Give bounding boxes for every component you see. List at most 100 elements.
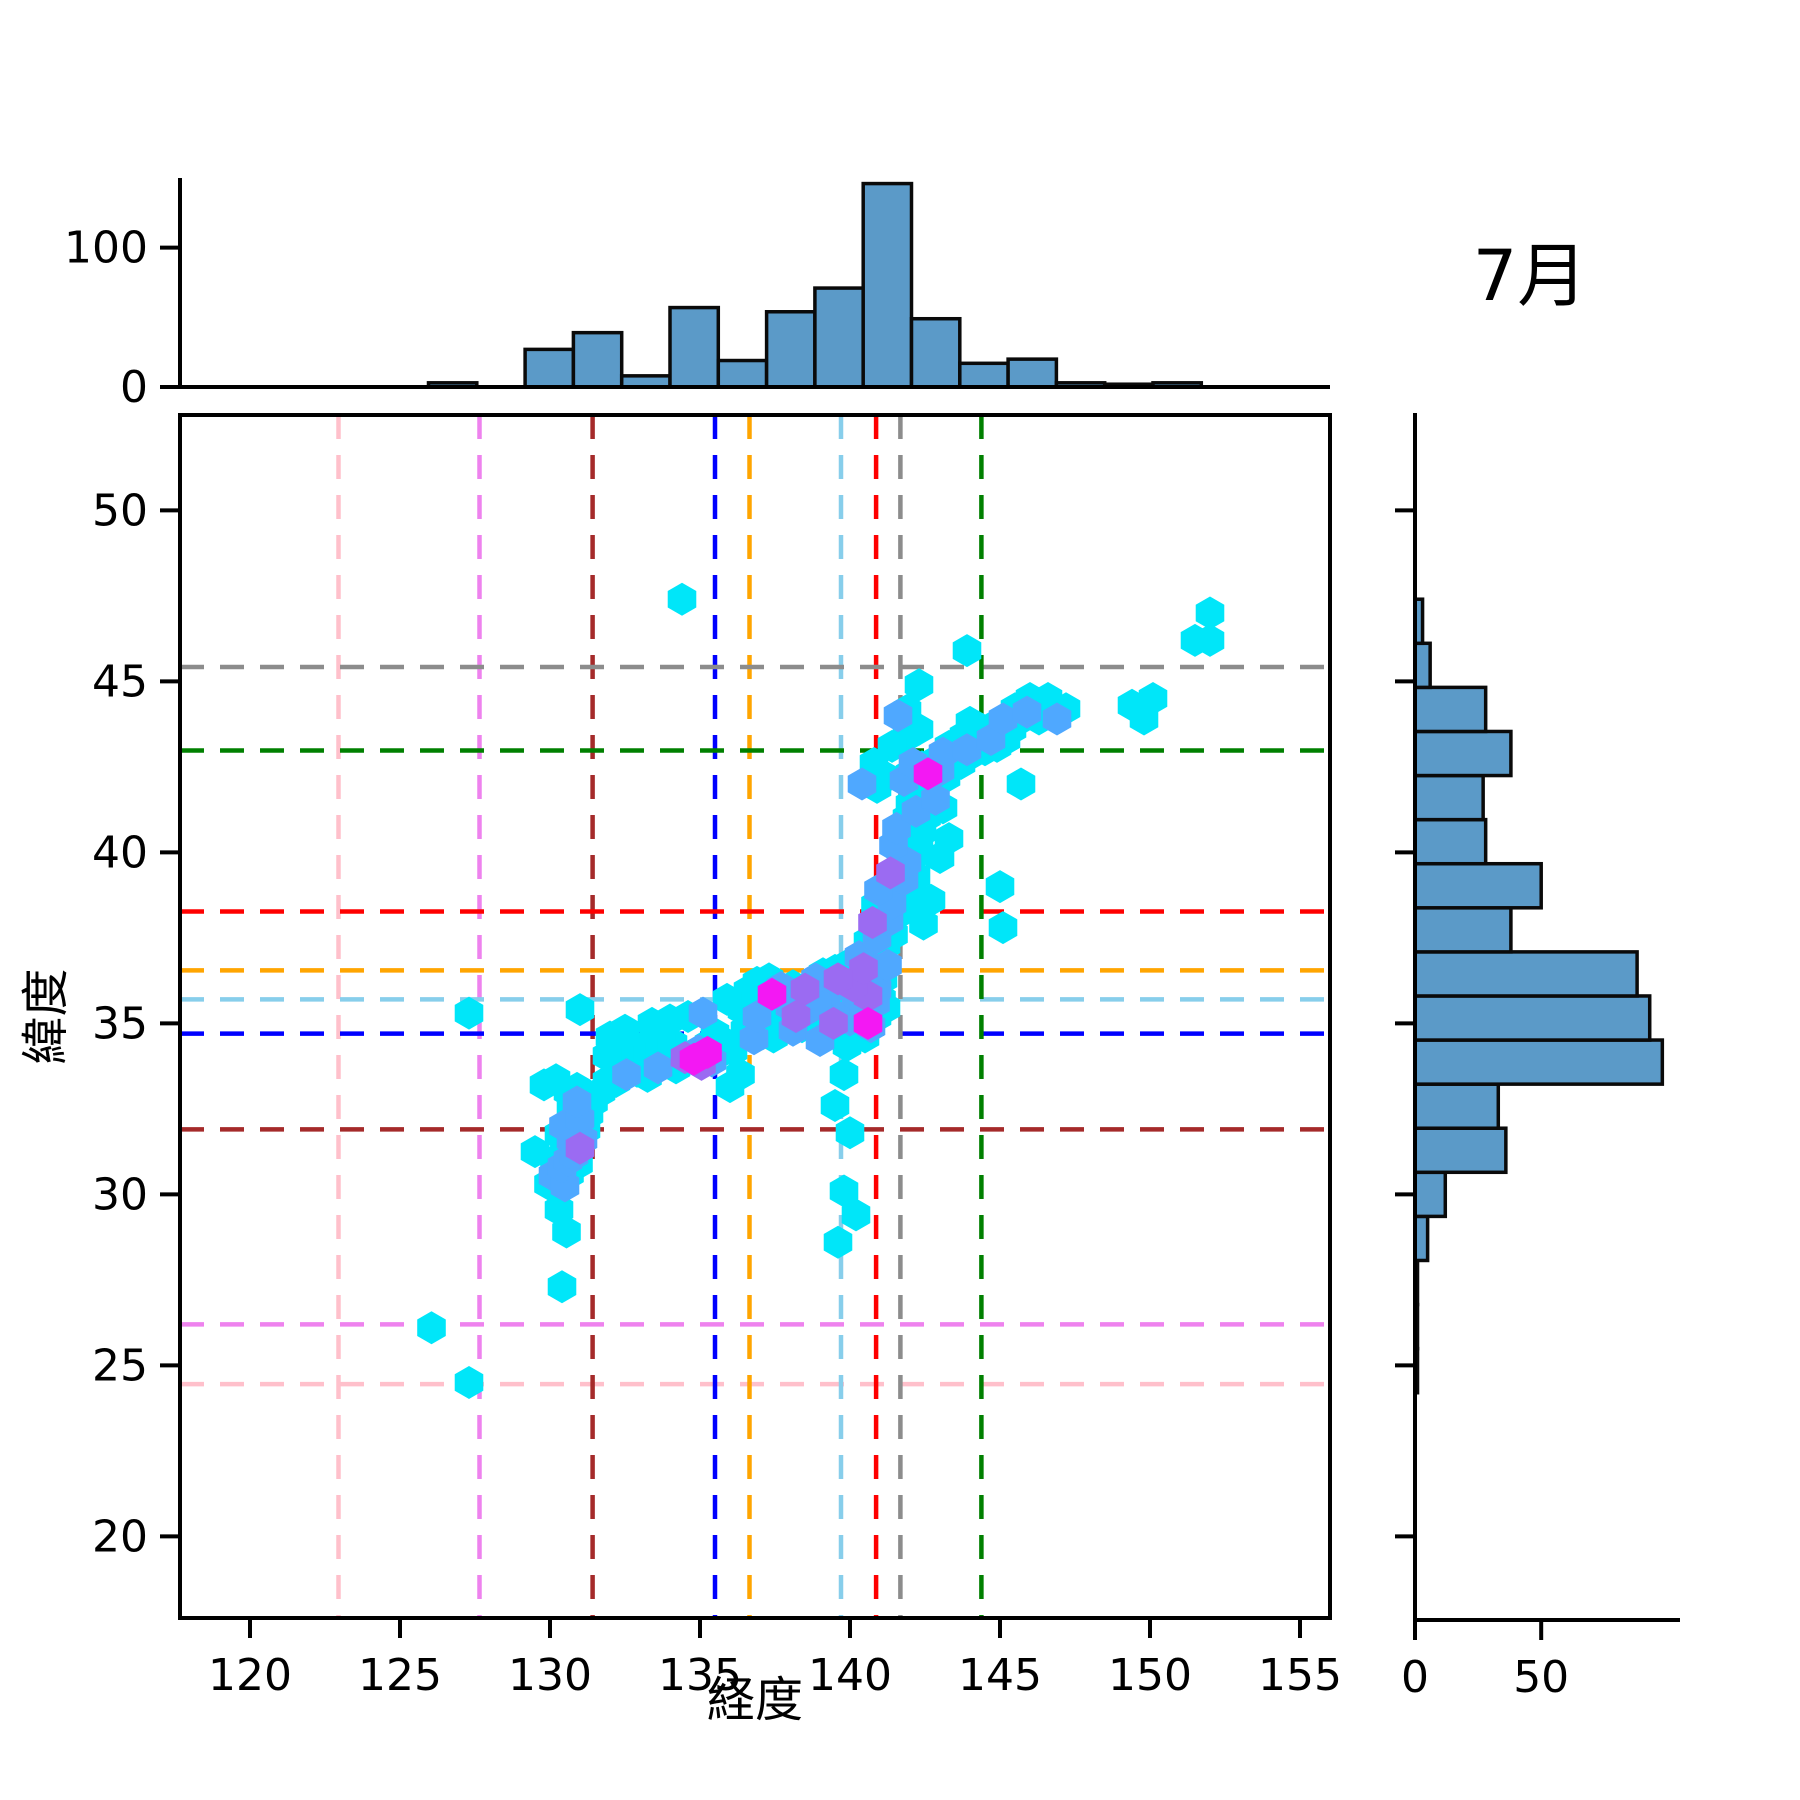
- y-tick-label: 30: [92, 1169, 148, 1220]
- data-point-hexagon: [565, 993, 595, 1027]
- right-histogram-bar: [1413, 641, 1432, 690]
- y-axis-label: 緯度: [18, 968, 74, 1064]
- data-point-hexagon: [985, 870, 1015, 904]
- y-tick-label: 20: [92, 1511, 148, 1562]
- x-tick-label: 135: [658, 1650, 742, 1701]
- data-point-hexagon: [562, 1085, 592, 1119]
- data-point-hexagon: [1129, 702, 1159, 736]
- data-point-hexagon: [849, 952, 878, 986]
- top-histogram: [426, 181, 1204, 389]
- data-point-hexagon: [790, 972, 820, 1006]
- data-point-hexagon: [1195, 623, 1225, 657]
- x-tick-label: 120: [208, 1650, 292, 1701]
- y-tick-label: 45: [92, 656, 148, 707]
- data-point-hexagon: [934, 822, 964, 856]
- data-point-hexagon: [873, 948, 902, 982]
- top-histogram-bar: [958, 361, 1010, 389]
- data-point-hexagon: [712, 982, 742, 1016]
- data-point-hexagon: [610, 1013, 640, 1047]
- data-point-hexagon: [565, 1131, 595, 1165]
- top-histogram-bar: [813, 286, 865, 389]
- data-point-hexagon: [1006, 767, 1036, 801]
- right-histogram-bar: [1413, 773, 1485, 822]
- chart-title: 7月: [1473, 235, 1588, 317]
- data-point-hexagon: [612, 1058, 641, 1092]
- right-histogram-bar: [1413, 817, 1488, 866]
- axes-spines: [178, 178, 1680, 1622]
- data-point-hexagon: [904, 668, 934, 702]
- right-histogram-bar: [1413, 994, 1652, 1042]
- x-tick-label: 130: [508, 1650, 592, 1701]
- axis-tick-labels: 120 125 130 135 140 145 150 155 20 25 30 35 40 45 50 0 1…: [18, 223, 1587, 1728]
- data-point-hexagon: [909, 907, 938, 941]
- top-histogram-bar: [861, 181, 914, 389]
- right-hist-tick-label: 0: [1401, 1652, 1429, 1703]
- data-point-hexagon: [921, 782, 950, 816]
- y-tick-label: 35: [92, 998, 148, 1049]
- right-histogram-bar: [1413, 1038, 1665, 1086]
- top-histogram-bar: [1006, 357, 1059, 389]
- data-point-hexagon: [952, 634, 982, 668]
- x-tick-label: 125: [358, 1650, 442, 1701]
- data-point-hexagon: [952, 733, 982, 767]
- top-histogram-bar: [571, 330, 624, 389]
- right-histogram-bar: [1413, 950, 1639, 998]
- data-point-hexagon: [688, 996, 718, 1030]
- data-point-hexagon: [454, 996, 484, 1030]
- data-point-hexagon: [820, 1088, 850, 1122]
- data-point-hexagon: [829, 1174, 859, 1208]
- top-histogram-bar: [764, 310, 817, 389]
- data-point-hexagon: [742, 1000, 772, 1034]
- top-histogram-bar: [523, 347, 576, 389]
- data-point-hexagon: [883, 699, 913, 733]
- top-histogram-bar: [716, 358, 769, 389]
- right-histogram-bar: [1413, 906, 1513, 954]
- data-point-hexagon: [955, 705, 985, 739]
- right-histogram-bar: [1413, 1082, 1501, 1130]
- data-point-hexagon: [643, 1051, 673, 1085]
- top-hist-tick-label: 100: [64, 223, 148, 274]
- data-point-hexagon: [454, 1365, 484, 1399]
- y-tick-label: 40: [92, 827, 148, 878]
- right-histogram-bar: [1413, 1170, 1448, 1219]
- data-point-hexagon: [547, 1270, 577, 1304]
- scatter-points: [417, 582, 1225, 1399]
- data-point-hexagon: [715, 1070, 745, 1104]
- x-tick-label: 145: [958, 1650, 1042, 1701]
- x-tick-label: 155: [1258, 1650, 1342, 1701]
- data-point-hexagon: [1195, 596, 1225, 630]
- right-histogram-bar: [1413, 1126, 1508, 1175]
- data-point-hexagon: [928, 736, 958, 770]
- data-point-hexagon: [667, 582, 697, 616]
- data-point-hexagon: [417, 1311, 446, 1345]
- data-point-hexagon: [781, 1000, 811, 1034]
- right-histogram: [1413, 597, 1665, 1395]
- data-point-hexagon: [1042, 702, 1072, 736]
- right-hist-tick-label: 50: [1513, 1652, 1569, 1703]
- y-tick-label: 25: [92, 1340, 148, 1391]
- data-point-hexagon: [541, 1063, 571, 1097]
- x-tick-label: 140: [808, 1650, 892, 1701]
- data-point-hexagon: [847, 767, 877, 801]
- data-point-hexagon: [835, 1116, 865, 1150]
- data-point-hexagon: [853, 1006, 883, 1040]
- data-point-hexagon: [988, 911, 1018, 945]
- top-histogram-bar: [909, 316, 962, 389]
- data-point-hexagon: [829, 1058, 859, 1092]
- data-point-hexagon: [757, 977, 787, 1011]
- data-point-hexagon: [1012, 695, 1042, 729]
- data-point-hexagon: [819, 1006, 848, 1040]
- data-point-hexagon: [988, 702, 1018, 736]
- right-histogram-bar: [1413, 685, 1488, 734]
- top-histogram-bar: [668, 305, 721, 389]
- data-point-hexagon: [876, 856, 905, 890]
- right-histogram-bar: [1413, 729, 1513, 778]
- data-point-hexagon: [858, 905, 887, 939]
- x-tick-label: 150: [1108, 1650, 1192, 1701]
- data-point-hexagon: [693, 1035, 722, 1069]
- top-hist-tick-label: 0: [120, 362, 148, 413]
- data-point-hexagon: [823, 962, 853, 996]
- data-point-hexagon: [841, 1198, 871, 1232]
